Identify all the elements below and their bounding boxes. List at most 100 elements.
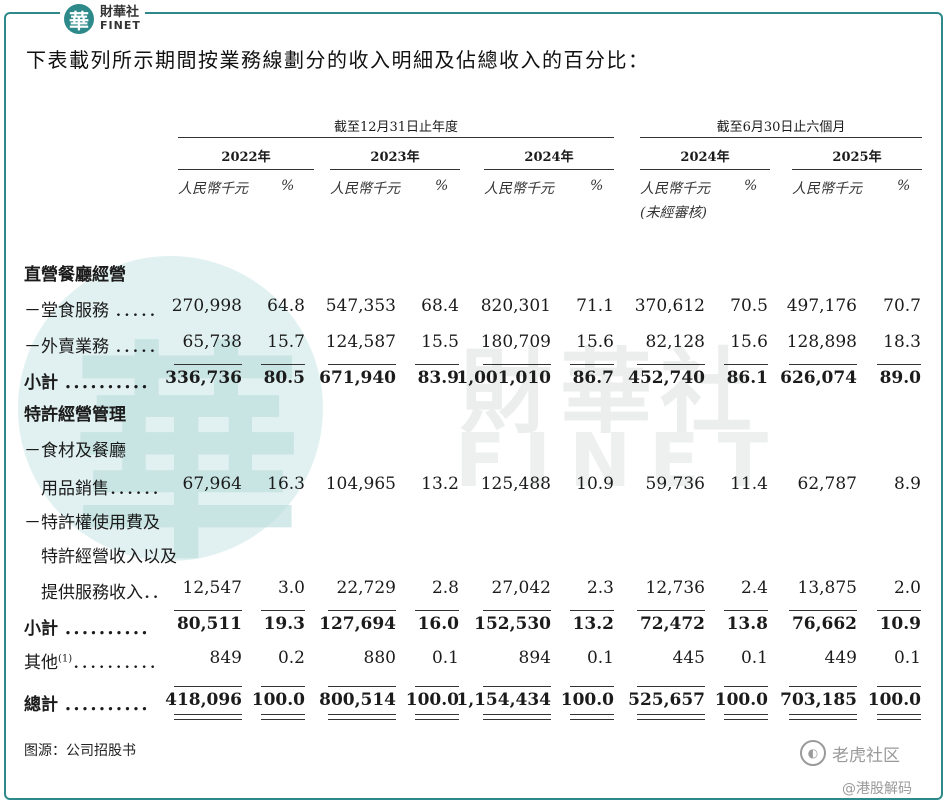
year-header-line	[330, 169, 460, 170]
total-double-rule	[415, 714, 459, 720]
subtotal-rule	[328, 364, 396, 365]
percent-cell: 2.0	[893, 578, 921, 598]
row-label-text: －食材及餐廳	[24, 441, 126, 461]
amount-cell: 180,709	[480, 332, 551, 352]
tiger-logo-icon: ◐	[800, 740, 826, 766]
amount-cell: 849	[209, 648, 242, 668]
subtotal-rule	[261, 610, 305, 611]
amount-cell: 370,612	[634, 296, 705, 316]
finet-logo-icon: 華	[64, 4, 94, 34]
amount-cell: 703,185	[780, 690, 857, 710]
subtotal-rule	[877, 610, 921, 611]
percent-cell: 16.0	[417, 614, 459, 634]
amount-cell: 800,514	[319, 690, 396, 710]
row-label: 用品銷售．．．．．．	[24, 474, 169, 499]
subtotal-rule	[724, 364, 768, 365]
watermark-glyph: 華	[72, 324, 303, 591]
row-label: －堂食服務 ．．．．．	[24, 296, 165, 321]
percent-cell: 2.4	[740, 578, 768, 598]
amount-cell: 445	[672, 648, 705, 668]
unit-pct-label: %	[897, 178, 911, 194]
amount-cell: 547,353	[325, 296, 396, 316]
subtotal-rule	[174, 610, 242, 611]
subtotal-rule	[877, 686, 921, 687]
subtotal-rule	[328, 610, 396, 611]
subtotal-rule	[415, 610, 459, 611]
row-label-text: 直營餐廳經營	[24, 265, 126, 285]
row-label-text: 小計 ．．．．．．．．．．	[24, 619, 158, 639]
amount-cell: 76,662	[791, 614, 857, 634]
footnote-marker: (1)	[58, 653, 73, 665]
subtotal-rule	[789, 686, 857, 687]
amount-cell: 449	[824, 648, 857, 668]
total-double-rule	[261, 714, 305, 720]
subtotal-rule	[570, 364, 614, 365]
percent-cell: 0.2	[277, 648, 305, 668]
percent-cell: 100.0	[867, 690, 921, 710]
total-double-rule	[789, 714, 857, 720]
subtotal-rule	[328, 686, 396, 687]
percent-cell: 89.0	[879, 368, 921, 388]
intro-sentence: 下表載列所示期間按業務線劃分的收入明細及佔總收入的百分比：	[26, 48, 650, 72]
subtotal-rule	[174, 686, 242, 687]
amount-cell: 894	[518, 648, 551, 668]
percent-cell: 0.1	[740, 648, 768, 668]
percent-cell: 0.1	[893, 648, 921, 668]
total-double-rule	[877, 714, 921, 720]
amount-cell: 12,736	[645, 578, 705, 598]
percent-cell: 15.5	[421, 332, 459, 352]
row-label-text: 特許經營收入以及	[24, 547, 177, 567]
subtotal-rule	[415, 686, 459, 687]
amount-cell: 59,736	[645, 474, 705, 494]
amount-cell: 626,074	[780, 368, 857, 388]
amount-cell: 880	[363, 648, 396, 668]
percent-cell: 100.0	[251, 690, 305, 710]
unit-pct-label: %	[281, 178, 295, 194]
subtotal-rule	[724, 686, 768, 687]
amount-cell: 82,128	[645, 332, 705, 352]
unit-amount-label: 人民幣千元	[640, 181, 710, 197]
percent-cell: 15.6	[730, 332, 768, 352]
amount-cell: 12,547	[182, 578, 242, 598]
year-header: 2024年	[680, 150, 730, 165]
subtotal-rule	[637, 610, 705, 611]
finet-logo: 華 財華社 FINET	[60, 2, 145, 36]
group-header-yearly: 截至12月31日止年度	[333, 120, 459, 135]
amount-cell: 27,042	[491, 578, 551, 598]
amount-cell: 67,964	[182, 474, 242, 494]
group-line-half	[640, 137, 922, 138]
subtotal-rule	[261, 364, 305, 365]
watermark-en: FINET	[455, 418, 787, 504]
subtotal-rule	[483, 610, 551, 611]
percent-cell: 100.0	[560, 690, 614, 710]
amount-cell: 72,472	[639, 614, 705, 634]
percent-cell: 0.1	[586, 648, 614, 668]
row-label: 特許經營管理	[24, 400, 126, 425]
subtotal-rule	[174, 364, 242, 365]
group-header-half: 截至6月30日止六個月	[716, 120, 846, 135]
percent-cell: 2.3	[586, 578, 614, 598]
percent-cell: 64.8	[267, 296, 305, 316]
total-double-rule	[570, 714, 614, 720]
watermark-cn: 財華社	[460, 339, 761, 446]
amount-cell: 525,657	[628, 690, 705, 710]
author-handle: @港股解码	[842, 781, 912, 797]
subtotal-rule	[261, 686, 305, 687]
tiger-brand-text: 老虎社区	[832, 745, 900, 766]
amount-cell: 104,965	[325, 474, 396, 494]
row-label-dots: ．．．．．．．．．．	[72, 653, 166, 673]
total-double-rule	[724, 714, 768, 720]
row-label-text: 特許經營管理	[24, 405, 126, 425]
percent-cell: 8.9	[893, 474, 921, 494]
tiger-community-brand: ◐ 老虎社区	[800, 740, 900, 766]
row-label-text: －特許權使用費及	[24, 513, 160, 533]
percent-cell: 13.8	[726, 614, 768, 634]
percent-cell: 15.6	[576, 332, 614, 352]
year-header-line	[484, 169, 614, 170]
subtotal-rule	[789, 364, 857, 365]
percent-cell: 70.7	[883, 296, 921, 316]
percent-cell: 16.3	[267, 474, 305, 494]
amount-cell: 124,587	[325, 332, 396, 352]
year-header-line	[178, 169, 314, 170]
percent-cell: 13.2	[572, 614, 614, 634]
